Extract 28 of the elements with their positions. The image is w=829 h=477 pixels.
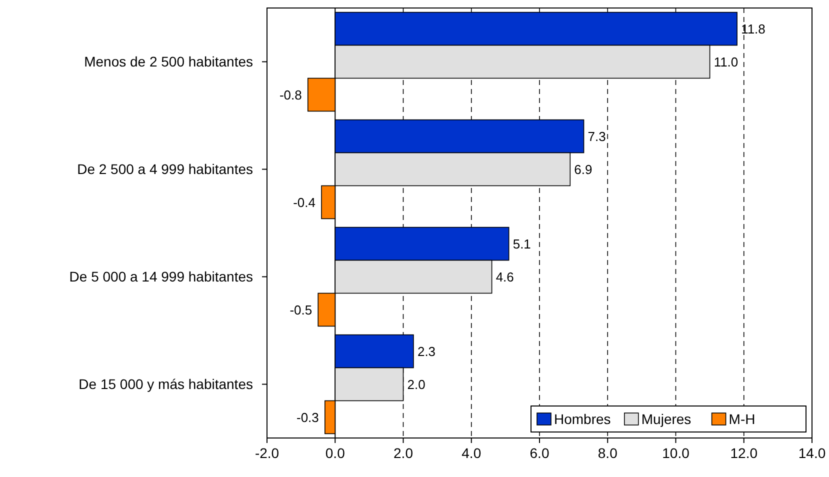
x-tick-label: 8.0	[598, 445, 618, 461]
data-label: -0.8	[279, 87, 302, 102]
x-tick-label: 4.0	[462, 445, 482, 461]
data-label: 4.6	[496, 269, 514, 284]
y-tick-label: De 15 000 y más habitantes	[78, 376, 253, 392]
x-tick-label: -2.0	[254, 445, 280, 461]
x-tick-label: 6.0	[530, 445, 550, 461]
y-tick-label: Menos de 2 500 habitantes	[84, 54, 253, 70]
data-label: 2.3	[417, 344, 436, 359]
legend-label: Mujeres	[641, 410, 692, 427]
data-label: -0.5	[290, 302, 312, 318]
data-label: 11.8	[741, 21, 766, 36]
data-label: -0.4	[293, 194, 316, 210]
data-label: -0.3	[296, 410, 319, 425]
data-label: 2.0	[407, 376, 426, 392]
y-tick-label: De 2 500 a 4 999 habitantes	[77, 161, 253, 178]
data-label: 6.9	[574, 162, 592, 177]
legend-label: M-H	[728, 410, 756, 427]
data-label: 7.3	[588, 128, 606, 144]
x-tick-label: 12.0	[730, 445, 758, 461]
x-tick-label: 0.0	[325, 445, 346, 461]
x-tick-label: 10.0	[662, 445, 690, 461]
data-label: 5.1	[512, 236, 531, 252]
x-tick-label: 2.0	[394, 445, 414, 461]
legend-label: Hombres	[554, 410, 611, 427]
data-label: 11.0	[714, 54, 738, 70]
x-tick-label: 14.0	[798, 445, 826, 461]
y-tick-label: De 5 000 a 14 999 habitantes	[69, 268, 253, 285]
